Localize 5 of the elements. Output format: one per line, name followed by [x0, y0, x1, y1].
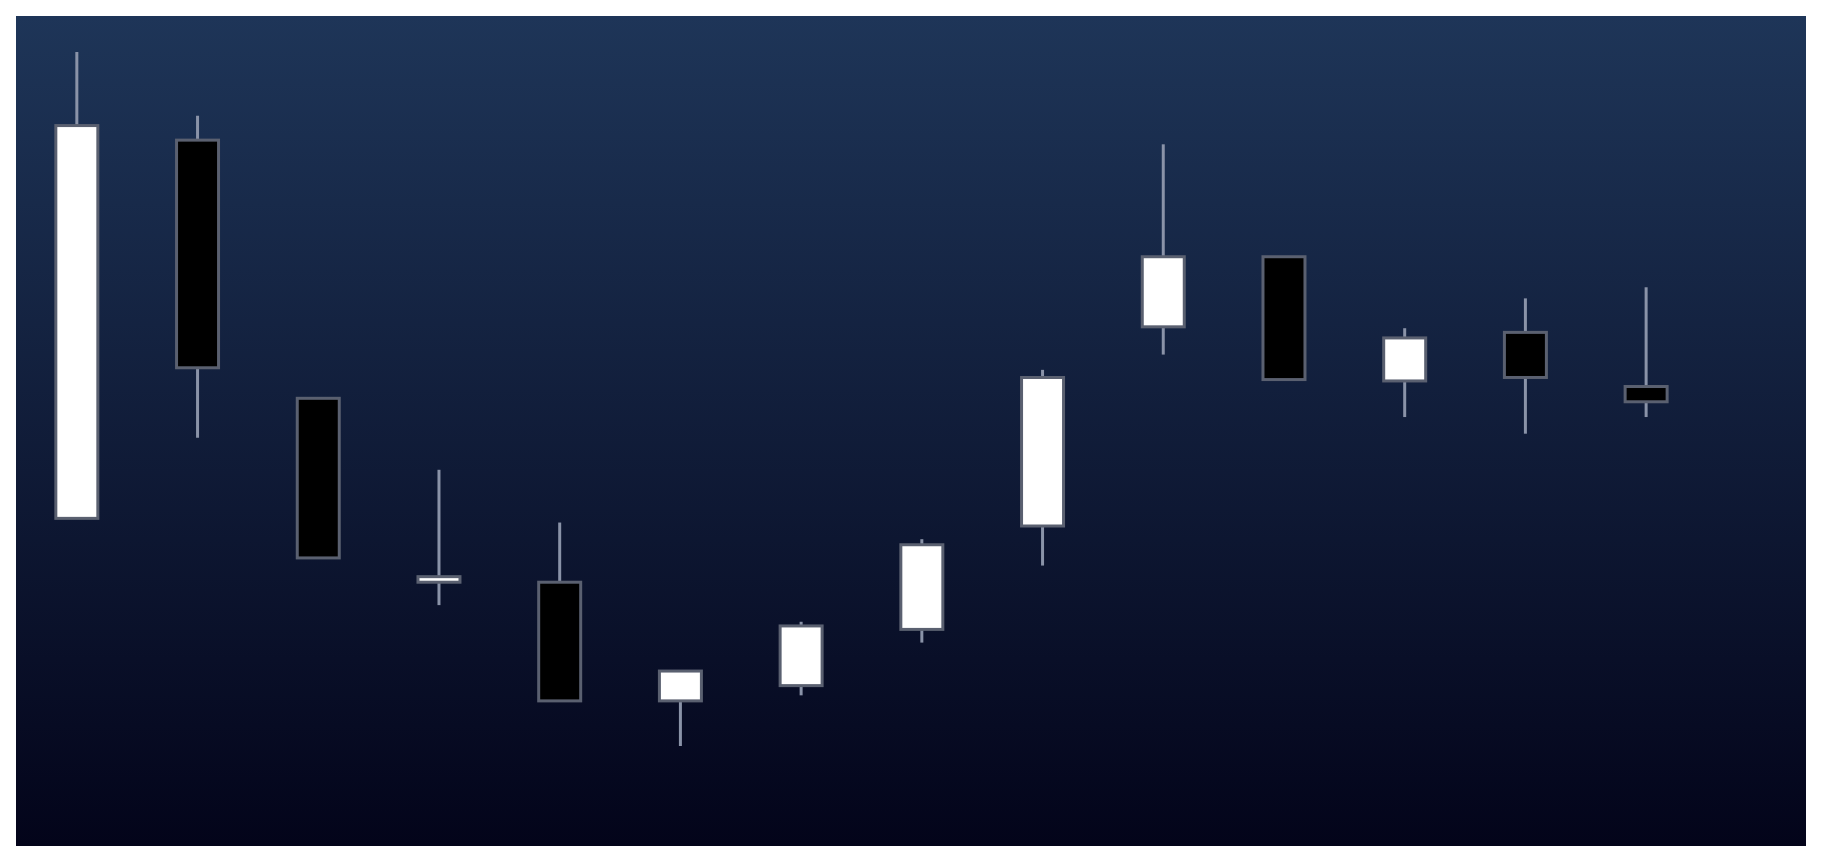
- candlestick: [1623, 285, 1669, 419]
- candlestick: [416, 468, 462, 607]
- candlestick: [1382, 326, 1428, 419]
- candlestick: [657, 669, 703, 746]
- candlestick: [1502, 296, 1548, 436]
